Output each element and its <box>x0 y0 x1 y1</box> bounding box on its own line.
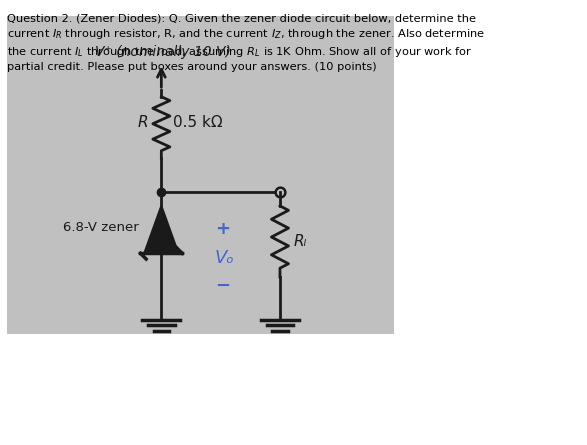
Polygon shape <box>144 206 178 253</box>
Text: 6.8-V zener: 6.8-V zener <box>63 221 139 234</box>
Text: 0.5 kΩ: 0.5 kΩ <box>173 115 222 130</box>
Text: −: − <box>215 277 230 295</box>
Text: Question 2. (Zener Diodes): Q. Given the zener diode circuit below, determine th: Question 2. (Zener Diodes): Q. Given the… <box>6 13 485 73</box>
Text: R: R <box>137 115 148 130</box>
Text: +: + <box>215 220 230 238</box>
Bar <box>6 16 394 334</box>
Text: Rₗ: Rₗ <box>294 234 306 249</box>
Text: V⁺ (nominally 10 V): V⁺ (nominally 10 V) <box>95 45 231 59</box>
Text: Vₒ: Vₒ <box>214 249 234 267</box>
